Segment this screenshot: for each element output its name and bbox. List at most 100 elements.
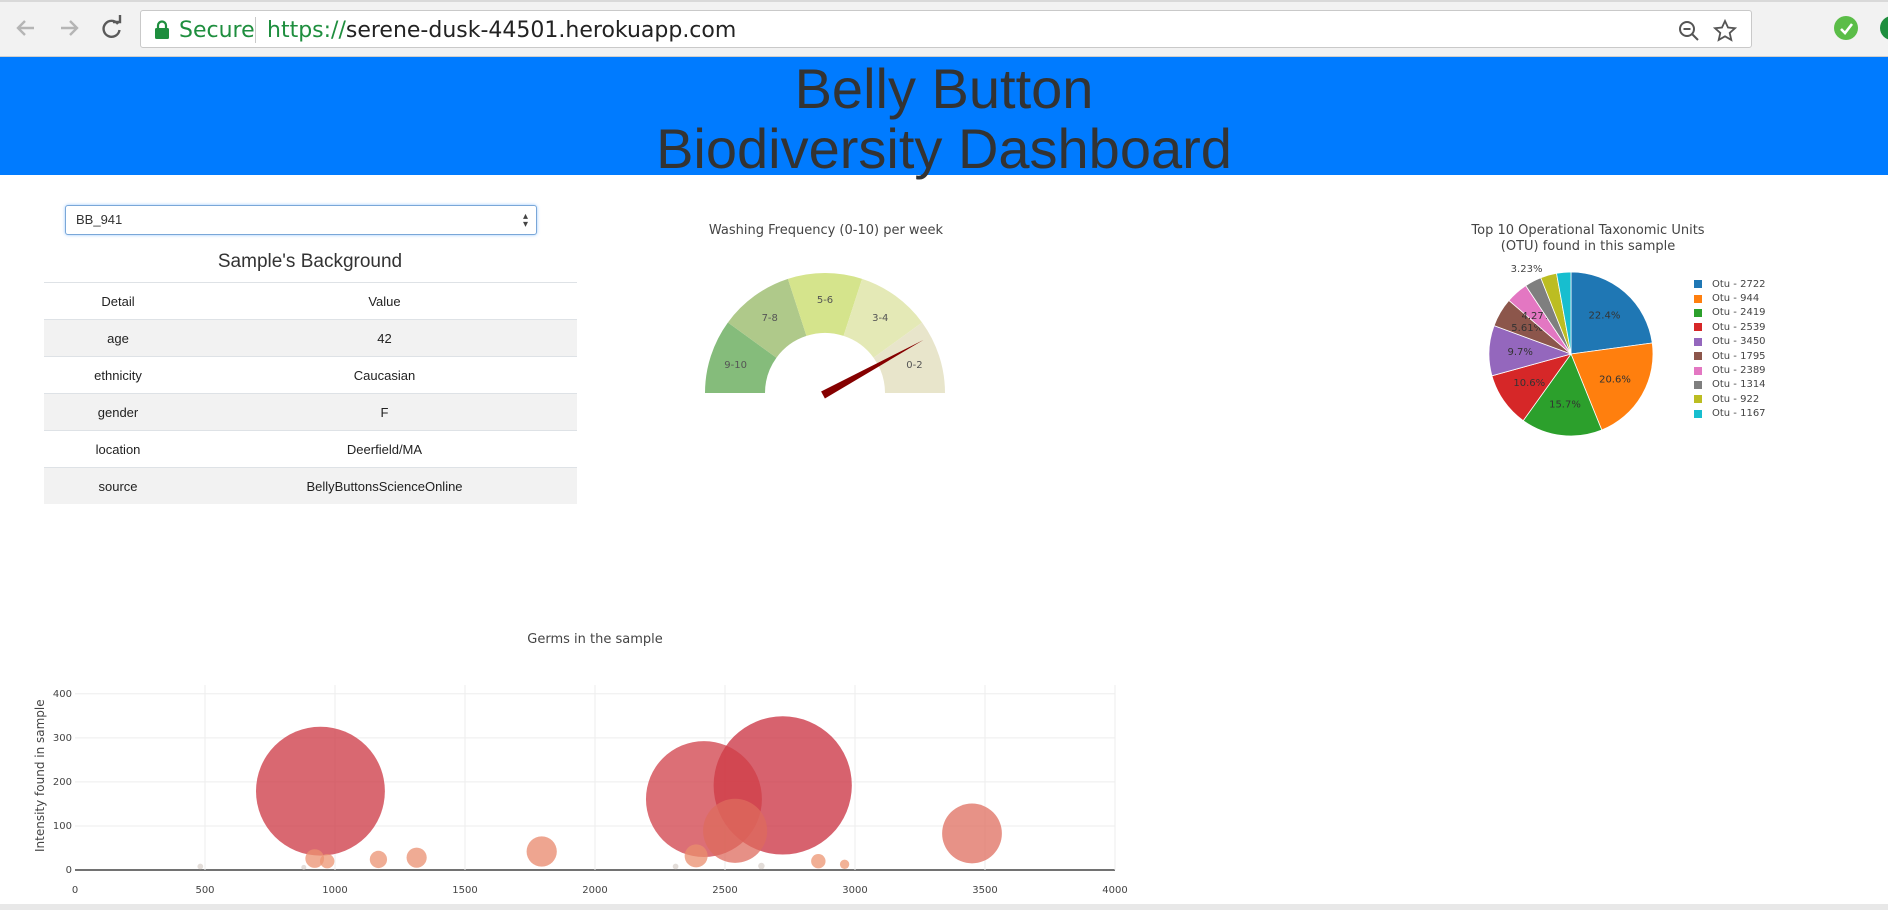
back-icon[interactable] (12, 14, 40, 42)
select-arrows-icon: ▴ ▾ (522, 211, 528, 230)
table-row: location Deerfield/MA (44, 430, 577, 468)
value-cell: Deerfield/MA (192, 430, 577, 468)
page-title-line2: Biodiversity Dashboard (656, 117, 1232, 180)
legend-label: Otu - 1795 (1712, 350, 1766, 362)
pie-slice-label: 4.27% (1522, 311, 1554, 322)
bubble-title: Germs in the sample (527, 632, 663, 647)
bubble-point (758, 862, 765, 870)
value-cell: 42 (192, 319, 577, 357)
gauge-segment (705, 322, 777, 393)
address-bar[interactable]: Secure https://serene-dusk-44501.herokua… (140, 10, 1752, 48)
url-text[interactable]: https://serene-dusk-44501.herokuapp.com (267, 18, 736, 43)
pie-title-line2: (OTU) found in this sample (1500, 239, 1676, 254)
bubble-point (703, 798, 768, 863)
table-row: gender F (44, 393, 577, 431)
legend-swatch (1694, 380, 1702, 389)
window-bottom-edge (0, 904, 1888, 910)
x-tick-label: 500 (195, 885, 214, 896)
legend-swatch (1694, 280, 1702, 289)
detail-cell: age (44, 319, 192, 357)
bookmark-star-icon[interactable] (1712, 18, 1738, 43)
forward-icon[interactable] (55, 14, 83, 42)
y-tick-label: 200 (53, 777, 72, 788)
bubble-point (942, 803, 1002, 864)
y-tick-label: 300 (53, 733, 72, 744)
legend-label: Otu - 2722 (1712, 278, 1766, 290)
legend-item[interactable]: Otu - 1167 (1694, 407, 1766, 421)
bubble-point (672, 863, 679, 870)
legend-label: Otu - 2389 (1712, 365, 1766, 377)
legend-swatch (1694, 337, 1702, 346)
pie-slice-label: 5.61% (1511, 323, 1543, 334)
legend-item[interactable]: Otu - 2389 (1694, 363, 1766, 377)
gauge-segment-label: 7-8 (762, 313, 778, 324)
legend-swatch (1694, 308, 1702, 317)
column-header-value: Value (192, 282, 577, 320)
secure-label: Secure (179, 18, 255, 43)
detail-cell: source (44, 467, 192, 504)
pie-slice-label: 15.7% (1549, 399, 1581, 410)
detail-cell: location (44, 430, 192, 468)
x-tick-label: 4000 (1102, 885, 1127, 896)
url-host: serene-dusk-44501.herokuapp.com (345, 18, 737, 43)
profile-icon[interactable] (1878, 14, 1888, 42)
pie-title-line1: Top 10 Operational Taxonomic Units (1471, 223, 1705, 238)
legend-item[interactable]: Otu - 2539 (1694, 320, 1766, 334)
detail-cell: ethnicity (44, 356, 192, 394)
dashboard-header: Belly Button Biodiversity Dashboard (0, 57, 1888, 180)
extension-icon[interactable] (1832, 14, 1860, 42)
pie-slice-label: 20.6% (1599, 375, 1631, 386)
bubble-point (526, 836, 557, 867)
legend-label: Otu - 2419 (1712, 307, 1766, 319)
legend-item[interactable]: Otu - 944 (1694, 291, 1766, 305)
gauge-segment-label: 3-4 (872, 313, 888, 324)
gauge-needle (821, 339, 924, 399)
y-tick-label: 0 (66, 865, 72, 876)
pie-slice (1570, 271, 1653, 355)
value-cell: F (192, 393, 577, 431)
legend-item[interactable]: Otu - 2722 (1694, 277, 1766, 291)
legend-item[interactable]: Otu - 2419 (1694, 306, 1766, 320)
legend-swatch (1694, 323, 1702, 332)
bubble-point (684, 844, 708, 868)
y-tick-label: 100 (53, 821, 72, 832)
gauge-segment-label: 5-6 (817, 295, 833, 306)
gauge-segment (727, 278, 807, 358)
legend-swatch (1694, 352, 1702, 361)
gauge-segment (843, 278, 923, 358)
reload-icon[interactable] (97, 14, 125, 42)
bubble-point (305, 849, 325, 868)
column-header-detail: Detail (44, 282, 192, 320)
legend-item[interactable]: Otu - 3450 (1694, 335, 1766, 349)
bubble-point (320, 853, 335, 869)
legend-swatch (1694, 366, 1702, 375)
browser-toolbar: Secure https://serene-dusk-44501.herokua… (0, 0, 1888, 57)
bubble-point (301, 864, 307, 870)
lock-icon (153, 20, 171, 40)
legend-item[interactable]: Otu - 1314 (1694, 378, 1766, 392)
zoom-icon[interactable] (1677, 19, 1701, 43)
legend-item[interactable]: Otu - 922 (1694, 392, 1766, 406)
bubble-point (256, 726, 385, 856)
sample-background-title: Sample's Background (217, 251, 403, 272)
legend-label: Otu - 922 (1712, 393, 1760, 405)
value-cell: Caucasian (192, 356, 577, 394)
table-row: source BellyButtonsScienceOnline (44, 467, 577, 504)
legend-swatch (1694, 294, 1702, 303)
bubble-point (197, 863, 204, 870)
pie-slice-label: 3.12% (1529, 265, 1561, 268)
legend-item[interactable]: Otu - 1795 (1694, 349, 1766, 363)
table-row: ethnicity Caucasian (44, 356, 577, 394)
x-tick-label: 3500 (972, 885, 997, 896)
legend-swatch (1694, 395, 1702, 404)
legend-swatch (1694, 409, 1702, 418)
gauge-title: Washing Frequency (0-10) per week (708, 223, 944, 238)
pie-title: Top 10 Operational Taxonomic Units (OTU)… (1438, 223, 1738, 255)
page-title-line1: Belly Button (794, 57, 1094, 120)
bubble-point (406, 847, 427, 868)
sample-select-value: BB_941 (76, 212, 123, 227)
bubble-point (811, 853, 826, 869)
sample-select[interactable]: BB_941 ▴ ▾ (65, 205, 537, 235)
x-tick-label: 1500 (452, 885, 477, 896)
